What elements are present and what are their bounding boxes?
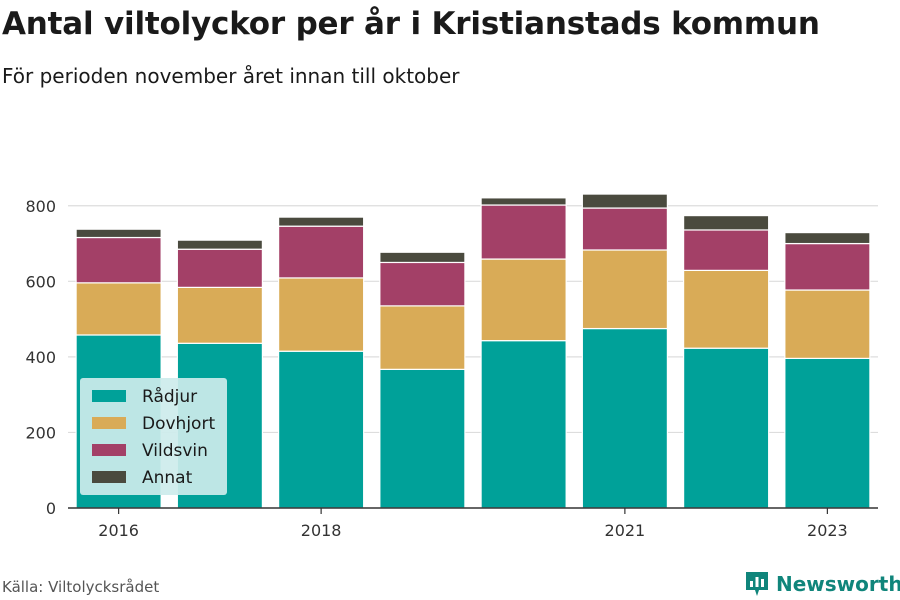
bar-Vildsvin-2016 xyxy=(75,236,162,284)
legend-label-Vildsvin: Vildsvin xyxy=(142,441,208,461)
y-tick-label-400: 400 xyxy=(25,348,56,367)
bar-stack-2020 xyxy=(480,197,567,509)
bar-Annat-2023 xyxy=(784,232,871,245)
bar-Annat-2016 xyxy=(75,228,162,239)
bar-Vildsvin-2022 xyxy=(682,229,770,271)
source-note: Källa: Viltolycksrådet xyxy=(2,578,160,596)
bar-Vildsvin-2023 xyxy=(784,242,871,291)
bar-stack-2023 xyxy=(784,232,871,509)
x-tick-label-2016: 2016 xyxy=(98,521,139,540)
y-axis: 0 200 400 600 800 xyxy=(25,197,56,518)
legend-swatch-Vildsvin xyxy=(92,444,126,456)
bar-Dovhjort-2020 xyxy=(480,258,567,342)
bar-Vildsvin-2018 xyxy=(278,225,365,279)
legend-label-Dovhjort: Dovhjort xyxy=(142,414,215,434)
legend-label-Annat: Annat xyxy=(142,468,193,488)
bar-stack-2018 xyxy=(278,216,365,509)
chart-subtitle: För perioden november året innan till ok… xyxy=(2,64,460,88)
bar-Rådjur-2021 xyxy=(581,327,668,509)
y-tick-label-200: 200 xyxy=(25,423,56,442)
brand-logo: Newsworthy xyxy=(744,570,900,598)
bar-Annat-2022 xyxy=(682,215,770,231)
bar-Rådjur-2019 xyxy=(379,368,466,509)
bar-Annat-2019 xyxy=(379,251,466,264)
bar-Rådjur-2023 xyxy=(784,357,871,509)
legend-swatch-Annat xyxy=(92,471,126,483)
bar-stack-2019 xyxy=(379,251,466,509)
bar-Rådjur-2022 xyxy=(682,347,770,509)
bar-Dovhjort-2019 xyxy=(379,305,466,370)
bar-Vildsvin-2021 xyxy=(581,207,668,251)
y-tick-label-800: 800 xyxy=(25,197,56,216)
bar-chart-icon xyxy=(746,572,768,596)
bar-Vildsvin-2020 xyxy=(480,204,567,260)
bar-Annat-2021 xyxy=(581,193,668,209)
bar-stack-2022 xyxy=(682,215,770,509)
bar-Rådjur-2018 xyxy=(278,350,365,509)
x-tick-label-2021: 2021 xyxy=(605,521,646,540)
y-tick-label-0: 0 xyxy=(46,499,56,518)
chart-title: Antal viltolyckor per år i Kristianstads… xyxy=(2,6,820,42)
legend: Rådjur Dovhjort Vildsvin Annat xyxy=(80,378,227,495)
legend-swatch-Rådjur xyxy=(92,390,126,402)
bar-Annat-2020 xyxy=(480,197,567,206)
x-axis: 2016 2018 2021 2023 xyxy=(98,508,848,540)
bar-Rådjur-2020 xyxy=(480,340,567,509)
bar-Vildsvin-2019 xyxy=(379,261,466,307)
brand-name: Newsworthy xyxy=(776,572,900,596)
legend-label-Rådjur: Rådjur xyxy=(142,386,197,407)
y-tick-label-600: 600 xyxy=(25,272,56,291)
bar-Annat-2018 xyxy=(278,216,365,227)
bar-Dovhjort-2018 xyxy=(278,277,365,352)
legend-background xyxy=(80,378,227,495)
bar-Dovhjort-2023 xyxy=(784,289,871,359)
bar-Vildsvin-2017 xyxy=(176,248,264,288)
bar-Dovhjort-2022 xyxy=(682,269,770,349)
bar-Annat-2017 xyxy=(176,239,264,250)
x-tick-label-2023: 2023 xyxy=(807,521,848,540)
bar-Dovhjort-2017 xyxy=(176,286,264,344)
bar-Dovhjort-2021 xyxy=(581,249,668,330)
bar-Dovhjort-2016 xyxy=(75,282,162,336)
x-tick-label-2018: 2018 xyxy=(301,521,342,540)
bar-stack-2021 xyxy=(581,193,668,509)
legend-swatch-Dovhjort xyxy=(92,417,126,429)
